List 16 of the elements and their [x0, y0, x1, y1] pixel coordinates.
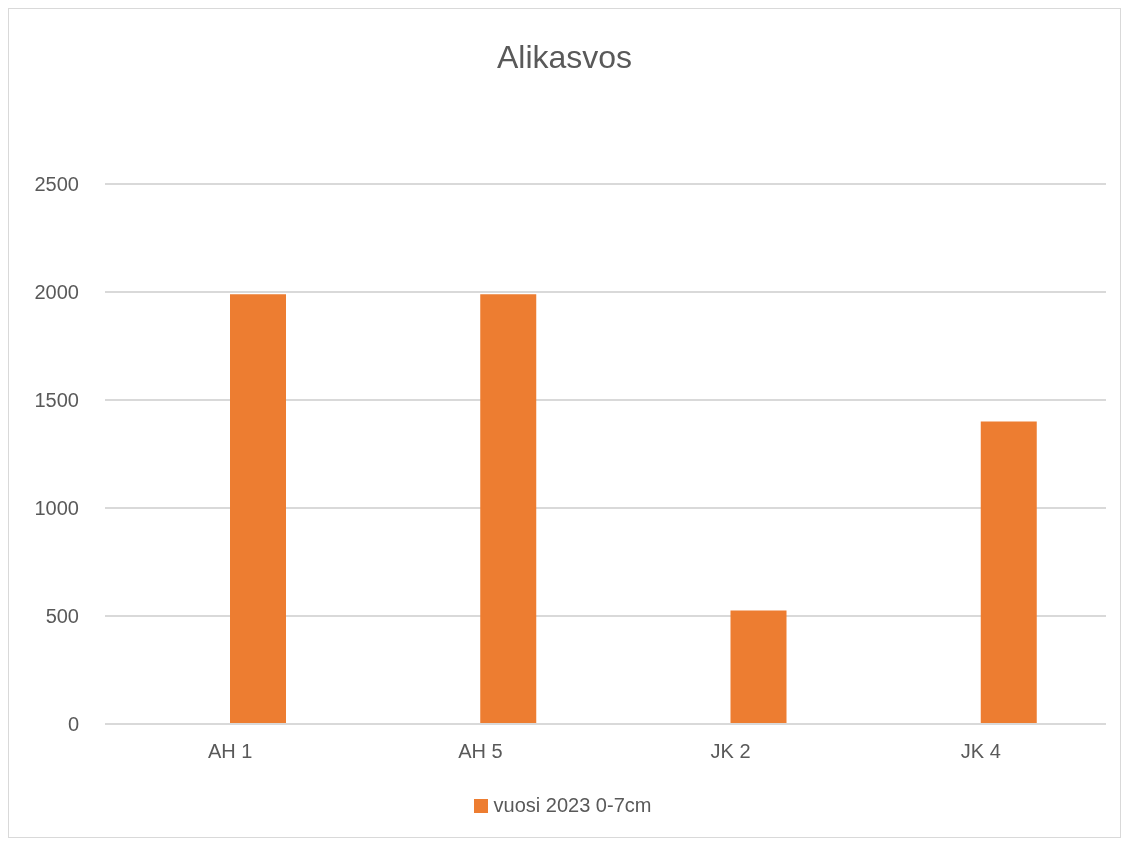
chart-title: Alikasvos	[495, 39, 634, 76]
bar	[230, 294, 286, 724]
y-tick-label: 2000	[34, 281, 79, 304]
y-tick-label: 1000	[34, 497, 79, 520]
bar	[480, 294, 537, 724]
x-tick-label: JK 4	[960, 740, 1001, 763]
x-tick-label: AH 1	[207, 740, 253, 763]
y-tick-label: 1500	[34, 389, 79, 412]
x-tick-label: JK 2	[710, 740, 751, 763]
y-tick-label: 500	[45, 605, 79, 628]
y-tick-label: 2500	[34, 173, 79, 196]
bar	[730, 610, 787, 724]
legend-label: vuosi 2023 0-7cm	[492, 794, 652, 817]
x-tick-label: AH 5	[458, 740, 503, 763]
y-tick-label: 0	[67, 713, 79, 736]
bar	[980, 421, 1037, 724]
